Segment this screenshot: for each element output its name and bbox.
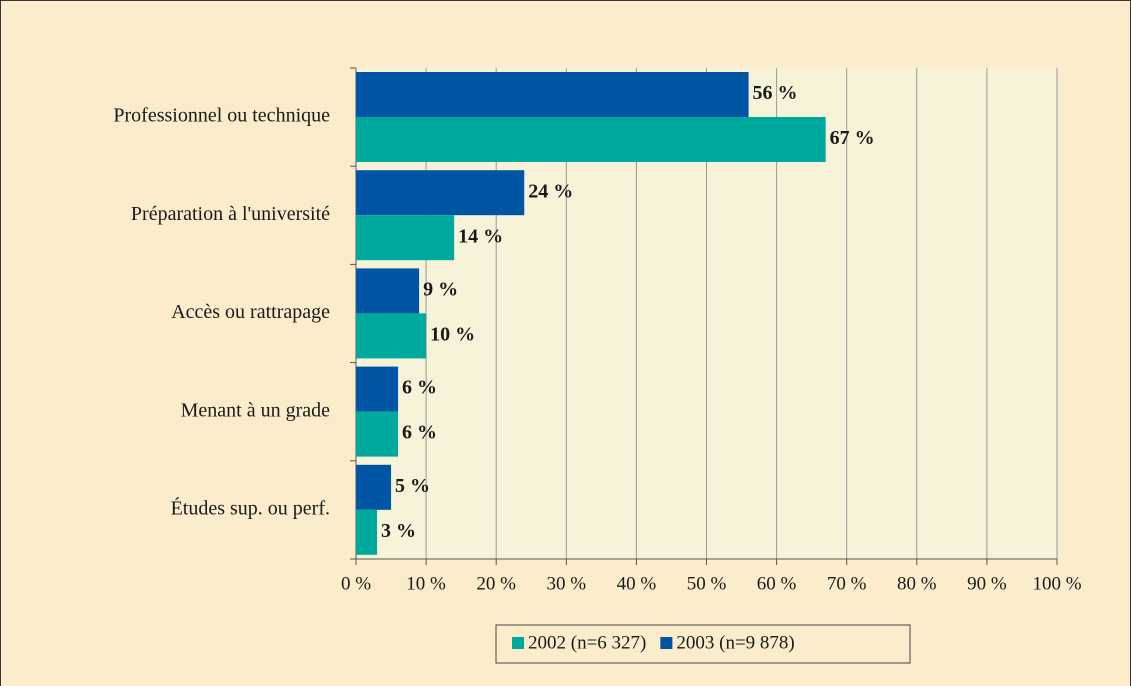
x-tick-label: 20 % bbox=[476, 573, 516, 594]
x-tick-label: 50 % bbox=[687, 573, 727, 594]
y-tick-label: Professionnel ou technique bbox=[113, 105, 330, 127]
bar bbox=[356, 72, 749, 117]
legend-label: 2002 (n=6 327) bbox=[528, 632, 646, 653]
bar bbox=[356, 509, 378, 555]
y-tick-label: Préparation à l'université bbox=[131, 203, 330, 225]
data-label: 67 % bbox=[830, 127, 875, 149]
x-tick-label: 80 % bbox=[897, 573, 937, 594]
y-tick-label: Études sup. ou perf. bbox=[171, 496, 330, 519]
data-label: 10 % bbox=[430, 323, 475, 345]
bar bbox=[356, 313, 427, 359]
legend-swatch bbox=[512, 637, 524, 649]
bar bbox=[356, 215, 455, 261]
bar bbox=[356, 464, 392, 510]
data-label: 5 % bbox=[395, 475, 430, 497]
legend-box bbox=[495, 624, 911, 664]
x-tick-label: 40 % bbox=[617, 573, 657, 594]
bar bbox=[356, 366, 399, 412]
x-tick-label: 10 % bbox=[406, 573, 446, 594]
data-label: 6 % bbox=[402, 422, 437, 444]
data-label: 6 % bbox=[402, 377, 437, 399]
x-tick-label: 100 % bbox=[1032, 573, 1081, 594]
bar bbox=[356, 117, 826, 162]
x-tick-label: 60 % bbox=[757, 573, 797, 594]
x-tick-label: 90 % bbox=[967, 573, 1007, 594]
y-tick-label: Menant à un grade bbox=[181, 399, 331, 421]
legend-label: 2003 (n=9 878) bbox=[676, 632, 794, 653]
data-label: 9 % bbox=[423, 278, 458, 300]
legend-swatch bbox=[660, 637, 673, 649]
bar bbox=[356, 170, 525, 216]
bar bbox=[356, 411, 399, 457]
data-label: 56 % bbox=[753, 82, 798, 104]
x-tick-label: 30 % bbox=[547, 573, 587, 594]
data-label: 24 % bbox=[528, 180, 573, 202]
x-tick-label: 70 % bbox=[827, 573, 867, 594]
bar bbox=[356, 268, 420, 314]
data-label: 14 % bbox=[458, 225, 503, 247]
x-tick-label: 0 % bbox=[341, 573, 371, 594]
y-tick-label: Accès ou rattrapage bbox=[171, 301, 330, 323]
data-label: 3 % bbox=[381, 520, 416, 542]
